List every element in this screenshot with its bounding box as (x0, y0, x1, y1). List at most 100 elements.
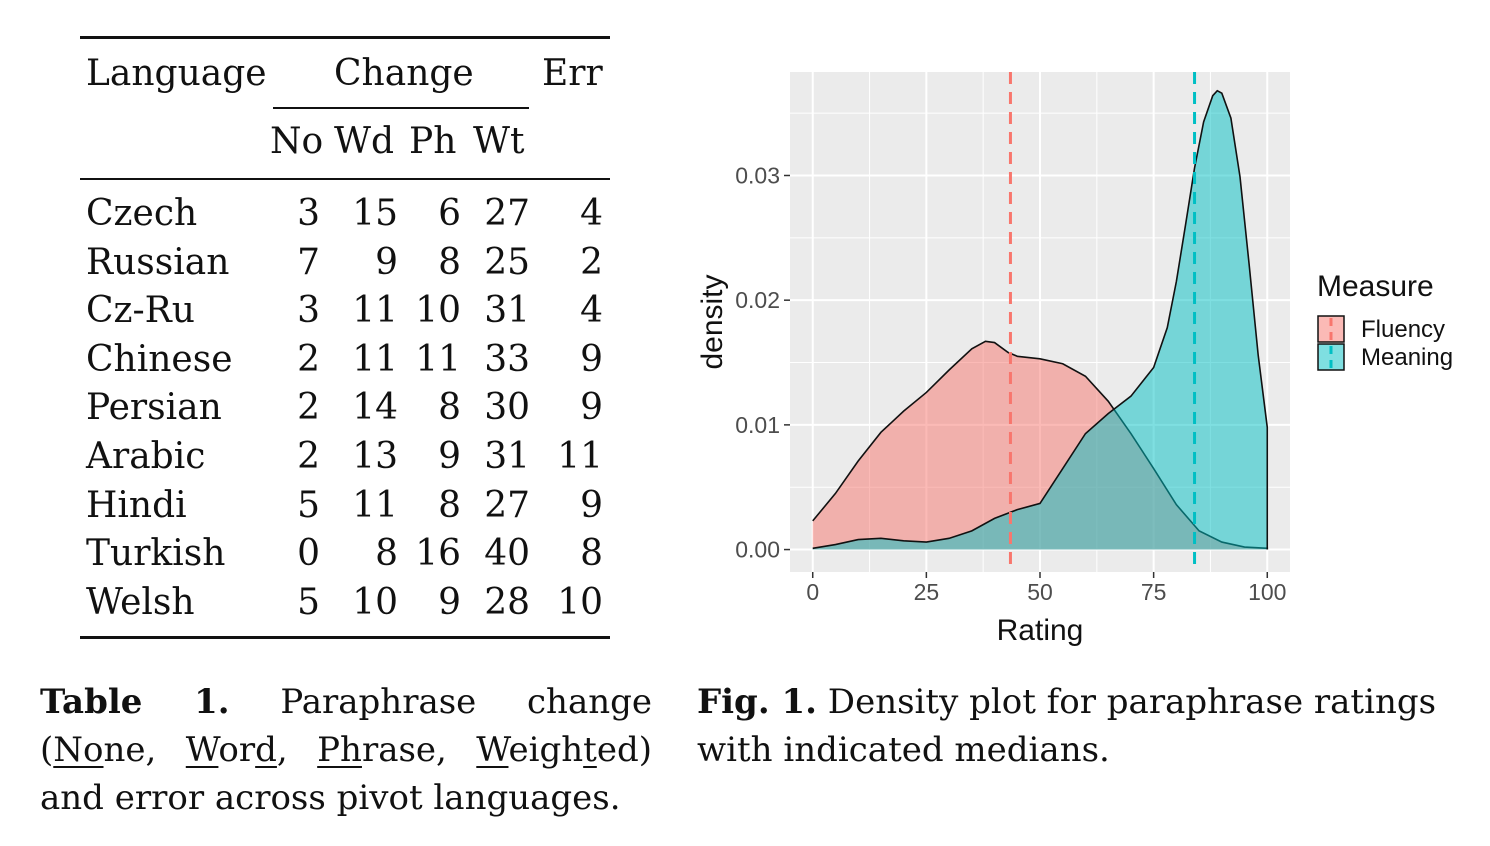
cell-wt: 31 (484, 290, 530, 332)
cell-no: 5 (297, 581, 320, 623)
cell-wd: 11 (352, 338, 398, 380)
header-wt: Wt (473, 121, 525, 162)
row-language: Hindi (86, 484, 187, 526)
cell-err: 2 (580, 241, 603, 283)
cell-wd: 11 (352, 484, 398, 526)
median-lines (1008, 72, 1197, 572)
caption-text: Paraphrase change ( (40, 682, 653, 770)
cell-err: 10 (557, 581, 603, 623)
x-tick-label: 50 (1027, 579, 1053, 605)
abbr-word-end: d (255, 730, 277, 770)
abbr-phrase: Ph (317, 730, 362, 770)
cell-wt: 28 (484, 581, 530, 623)
caption-text: ne (103, 730, 146, 770)
header-wd: Wd (334, 121, 395, 162)
density-areas (812, 89, 1269, 550)
header-change: Change (334, 53, 474, 94)
header-ph: Ph (409, 121, 457, 162)
cell-ph: 11 (415, 338, 461, 380)
cell-err: 4 (580, 193, 603, 234)
cell-wd: 15 (352, 193, 398, 234)
cell-err: 4 (580, 290, 603, 332)
row-language: Persian (86, 387, 222, 429)
density-curve-meaning (812, 89, 1269, 550)
row-language: Cz-Ru (86, 290, 195, 332)
cell-no: 3 (297, 290, 320, 332)
header-err: Err (542, 53, 603, 94)
cell-no: 3 (297, 193, 320, 234)
table-top-rule (80, 36, 610, 39)
x-tick-label: 25 (914, 579, 940, 605)
cell-err: 8 (580, 533, 603, 575)
caption-text: rase (361, 730, 437, 770)
y-tick-label: 0.03 (735, 162, 780, 188)
cell-wt: 27 (484, 193, 530, 234)
y-axis: 0.00 0.01 0.02 0.03 (735, 162, 790, 563)
density-chart: 0 25 50 75 100 0.00 0.01 0.02 0.03 Rating densi… (696, 72, 1453, 647)
cell-wd: 10 (352, 581, 398, 623)
abbr-weighted: W (476, 730, 509, 770)
row-language: Turkish (86, 533, 226, 575)
legend-label-meaning: Meaning (1361, 344, 1453, 371)
cell-ph: 9 (438, 436, 461, 477)
cell-no: 7 (297, 241, 320, 283)
cell-no: 2 (297, 338, 320, 380)
caption-text: or (218, 730, 256, 770)
cell-ph: 9 (438, 581, 461, 623)
row-language: Welsh (86, 581, 195, 623)
cell-ph: 8 (438, 484, 461, 526)
legend-label-fluency: Fluency (1361, 316, 1445, 343)
cell-ph: 8 (438, 241, 461, 283)
x-tick-label: 0 (806, 579, 819, 605)
figure-caption: Fig. 1. Density plot for paraphrase rati… (697, 678, 1457, 774)
x-tick-label: 75 (1141, 579, 1167, 605)
caption-text: ed (596, 730, 639, 770)
abbr-word: W (185, 730, 219, 770)
cell-wd: 13 (352, 436, 398, 477)
caption-text: , (145, 730, 186, 770)
legend-title: Measure (1317, 270, 1434, 303)
cell-no: 2 (297, 387, 320, 429)
header-no: No (270, 121, 324, 162)
caption-text: , (276, 730, 318, 770)
cell-no: 5 (297, 484, 320, 526)
figure-caption-label: Fig. 1. (697, 682, 817, 722)
cell-err: 11 (557, 436, 603, 477)
cell-no: 2 (297, 436, 320, 477)
cell-wd: 11 (352, 290, 398, 332)
cell-wd: 8 (375, 533, 398, 575)
cell-wt: 27 (484, 484, 530, 526)
cell-wt: 25 (484, 241, 530, 283)
x-axis-title: Rating (997, 614, 1084, 647)
table-caption-label: Table 1. (40, 682, 230, 722)
row-language: Czech (86, 193, 198, 234)
density-area-meaning (812, 90, 1268, 550)
change-group-rule (273, 107, 529, 109)
x-tick-label: 100 (1248, 579, 1286, 605)
cell-err: 9 (580, 484, 603, 526)
y-tick-label: 0.02 (735, 287, 780, 313)
y-tick-label: 0.01 (735, 412, 780, 438)
cell-err: 9 (580, 387, 603, 429)
cell-err: 9 (580, 338, 603, 380)
x-axis: 0 25 50 75 100 (806, 572, 1286, 605)
cell-wd: 9 (375, 241, 398, 283)
cell-ph: 8 (438, 387, 461, 429)
cell-wt: 40 (484, 533, 530, 575)
row-language: Chinese (86, 338, 233, 380)
caption-text: eigh (508, 730, 584, 770)
abbr-none: No (53, 730, 104, 770)
header-bottom-rule (80, 178, 610, 180)
y-axis-title: density (696, 274, 729, 369)
cell-wd: 14 (352, 387, 398, 429)
cell-no: 0 (297, 533, 320, 575)
cell-ph: 16 (415, 533, 461, 575)
caption-text: ) and error across pivot languages. (40, 730, 652, 818)
cell-ph: 6 (438, 193, 461, 234)
abbr-weighted-t: t (583, 730, 597, 770)
cell-wt: 30 (484, 387, 530, 429)
figure-caption-text: Density plot for paraphrase ratings with… (697, 682, 1437, 770)
y-tick-label: 0.00 (735, 537, 780, 563)
cell-wt: 31 (484, 436, 530, 477)
